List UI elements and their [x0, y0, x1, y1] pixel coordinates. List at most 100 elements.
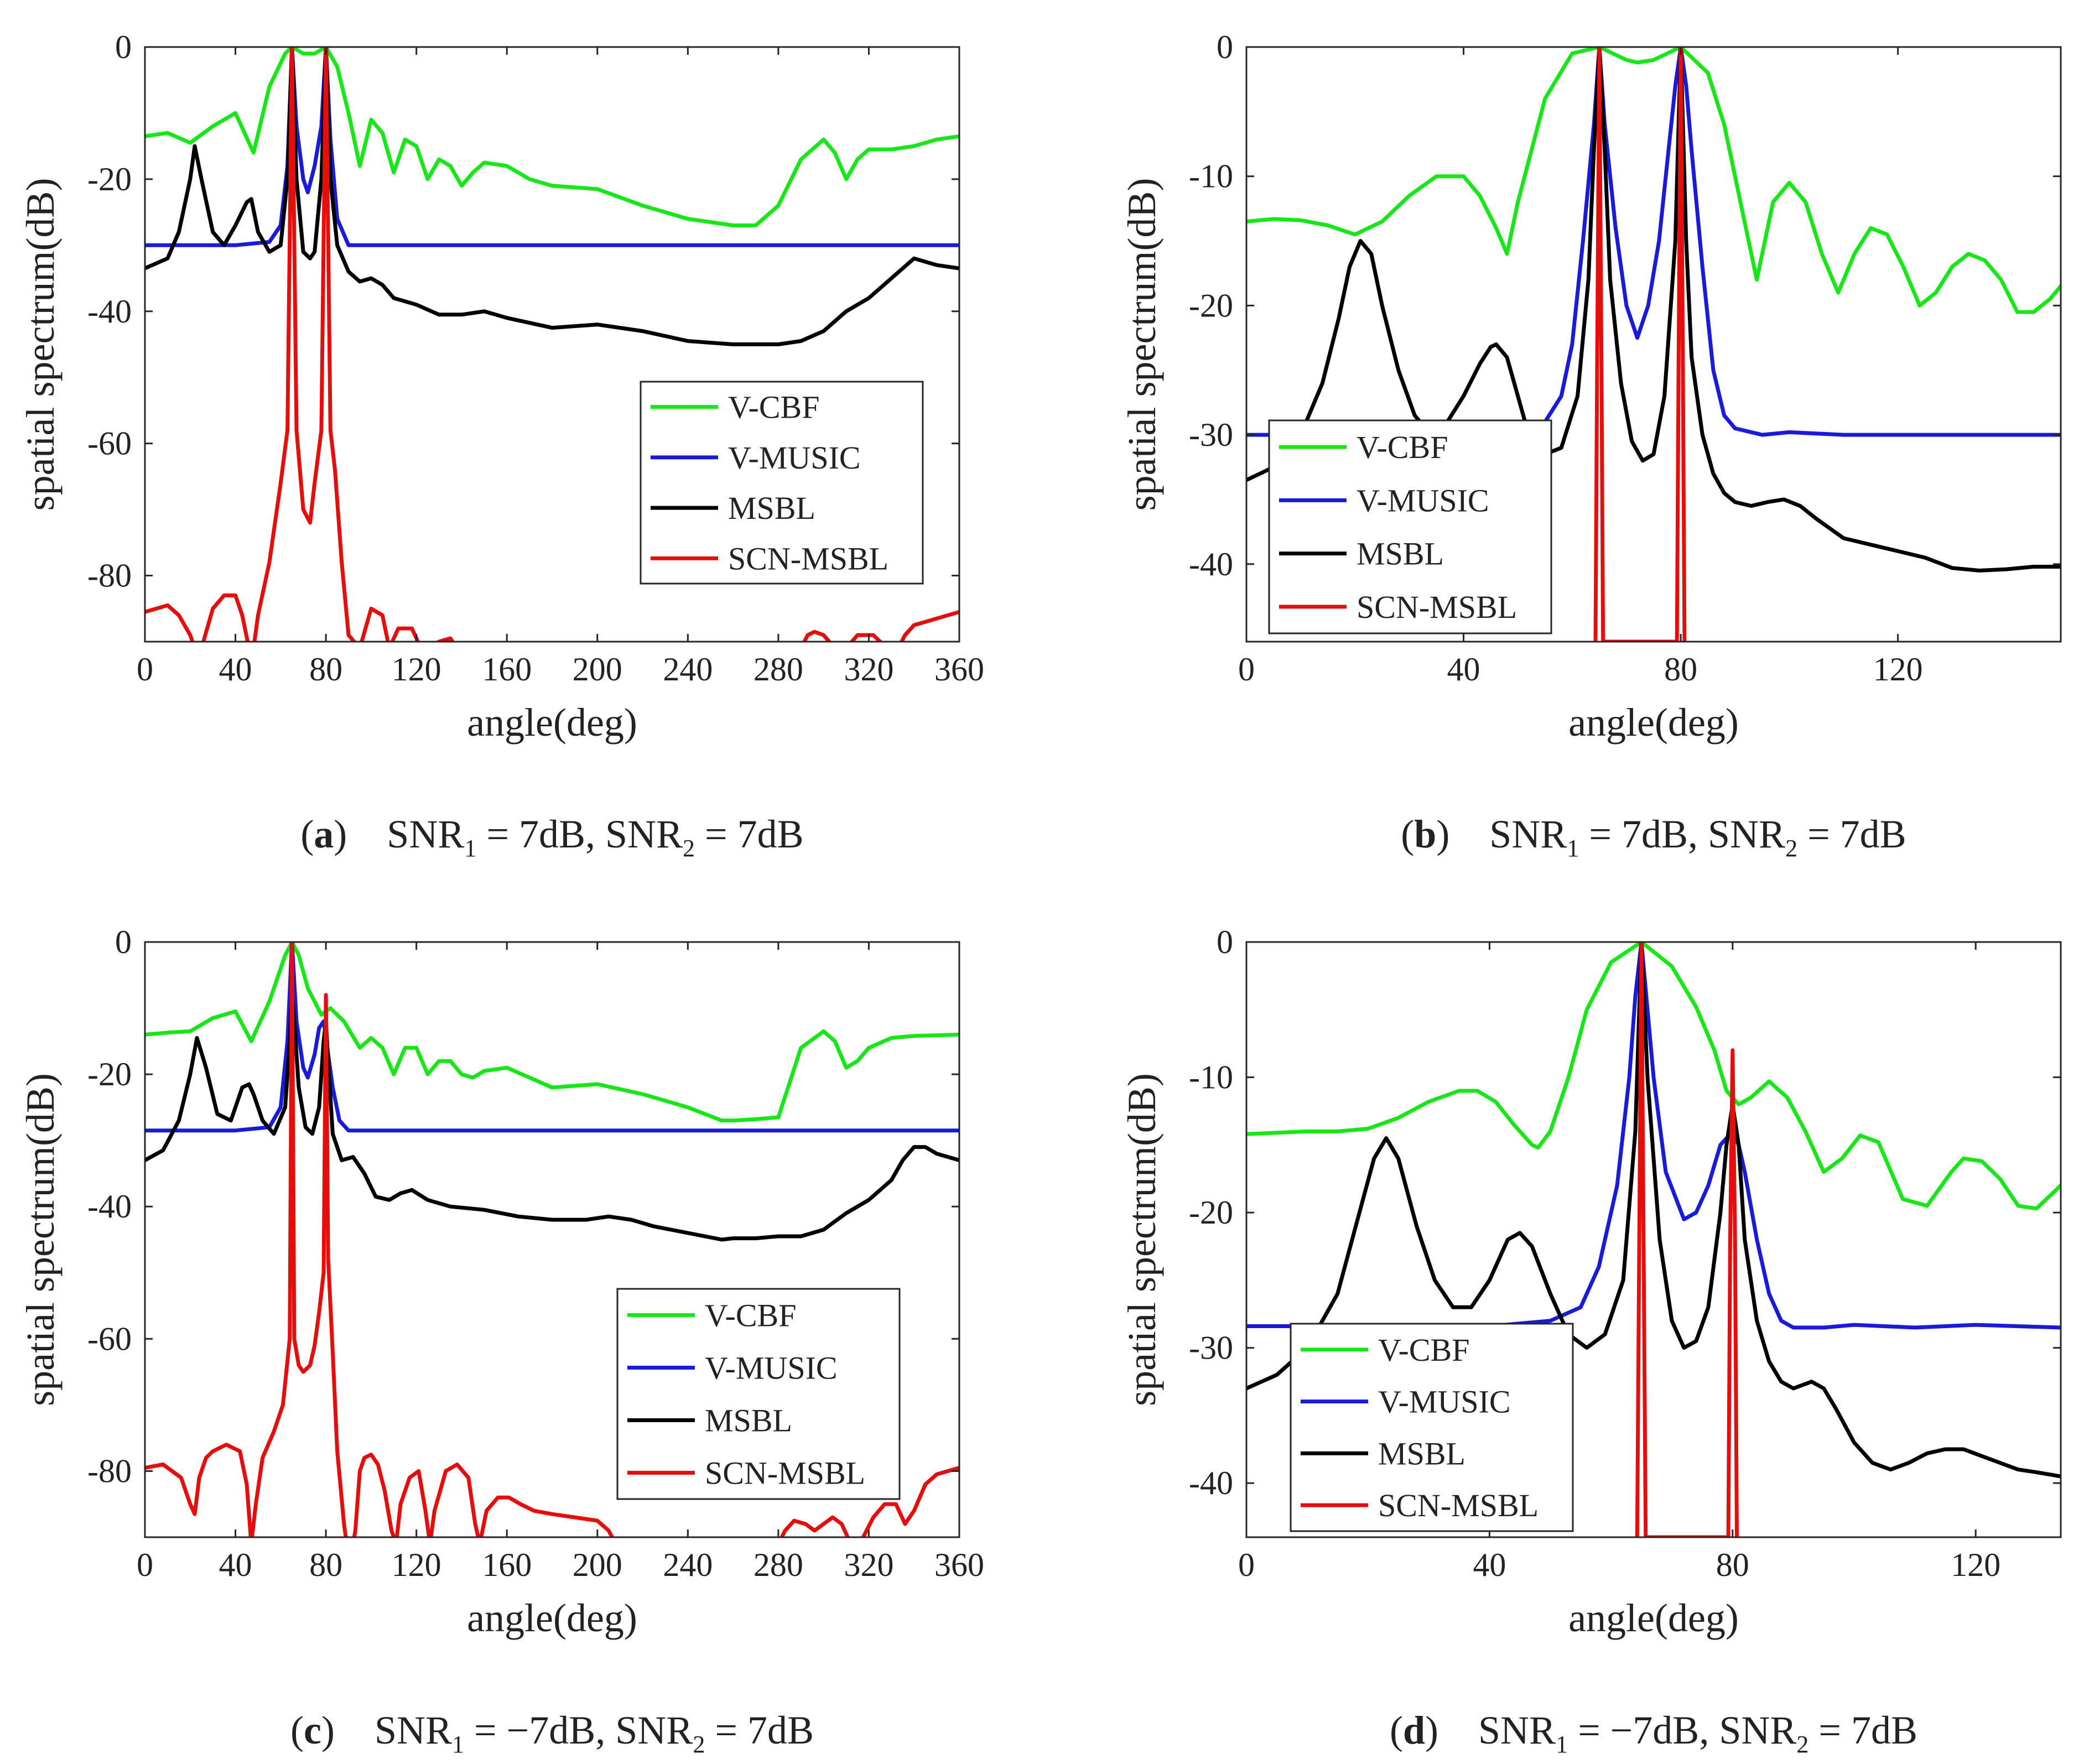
x-tick-label: 320: [844, 1547, 893, 1583]
y-tick-label: 0: [1217, 924, 1233, 960]
legend-label-msbl: MSBL: [1378, 1435, 1465, 1471]
x-tick-label: 320: [844, 651, 893, 688]
y-tick-label: -20: [87, 161, 132, 197]
chart-panel-a: 0 40 80 120 160 200 240 280 320 360 0 -20 -40 -60 -80 a…: [18, 29, 984, 862]
x-tick-label: 240: [663, 1547, 713, 1583]
y-tick-label: -80: [87, 1453, 132, 1489]
x-tick-label: 80: [309, 651, 342, 688]
x-tick-label: 360: [934, 1547, 984, 1583]
x-tick-label: 280: [753, 651, 803, 688]
legend: V-CBF V-MUSIC MSBL SCN-MSBL: [1268, 419, 1552, 634]
legend-label-v-cbf: V-CBF: [1357, 429, 1448, 465]
chart-panel-c: 0 40 80 120 160 200 240 280 320 360 0 -20 -40 -60 -80 a…: [18, 924, 984, 1758]
legend-label-scn-msbl: SCN-MSBL: [1357, 589, 1517, 625]
x-tick-label: 40: [219, 651, 252, 688]
series-line-msbl: [145, 47, 959, 346]
x-tick-label: 360: [934, 651, 984, 688]
legend-box: [616, 1288, 901, 1500]
x-tick-label: 280: [753, 1547, 803, 1583]
x-tick-label: 80: [309, 1547, 342, 1583]
axes-frame: [1245, 941, 2062, 1538]
series-line-msbl: [145, 993, 959, 1242]
series-group: [145, 47, 959, 642]
x-tick-label: 160: [482, 1547, 532, 1583]
legend-label-v-cbf: V-CBF: [728, 389, 820, 425]
series-group: [145, 942, 959, 1537]
y-tick-label: 0: [115, 924, 132, 960]
y-tick-label: 0: [115, 29, 132, 65]
legend-label-msbl: MSBL: [1357, 536, 1444, 572]
series-group: [1246, 942, 2061, 1537]
legend-box: [1290, 1323, 1574, 1532]
caption-snr2: 7dB: [1840, 812, 1906, 856]
y-tick-label: -20: [1189, 287, 1233, 324]
y-tick-label: -40: [1189, 546, 1233, 582]
axes-frame: [144, 941, 960, 1538]
x-tick-label: 0: [137, 651, 153, 688]
caption-snr1: 7dB: [1622, 812, 1688, 856]
x-axis-label: angle(deg): [467, 1596, 637, 1640]
y-tick-label: -60: [87, 425, 132, 462]
caption-snr1: 7dB: [519, 812, 585, 856]
series-line-v-cbf: [145, 942, 959, 1123]
legend-label-v-cbf: V-CBF: [1378, 1332, 1470, 1368]
series-line-scn-msbl: [1593, 47, 1687, 642]
legend-label-scn-msbl: SCN-MSBL: [705, 1455, 865, 1491]
y-axis-label: spatial spectrum(dB): [18, 178, 63, 511]
y-tick-label: -30: [1189, 1330, 1233, 1366]
series-line-v-music: [145, 942, 959, 1133]
x-tick-label: 120: [1873, 651, 1923, 688]
caption-snr2: 7dB: [747, 1708, 814, 1752]
x-tick-label: 0: [1238, 1547, 1255, 1583]
axes-frame: [1245, 46, 2062, 643]
x-tick-label: 120: [392, 651, 441, 688]
caption-letter: b: [1414, 812, 1436, 856]
series-line-v-cbf: [145, 47, 959, 227]
x-axis-label: angle(deg): [1568, 700, 1739, 745]
legend: V-CBF V-MUSIC MSBL SCN-MSBL: [1290, 1323, 1574, 1532]
series-line-scn-msbl: [1635, 942, 1739, 1537]
legend-box: [640, 381, 924, 585]
legend-label-v-music: V-MUSIC: [705, 1350, 838, 1386]
y-tick-label: -20: [87, 1056, 132, 1092]
x-tick-label: 200: [573, 651, 622, 688]
x-tick-label: 80: [1716, 1547, 1749, 1583]
series-line-v-cbf: [1246, 942, 2061, 1211]
legend-label-v-music: V-MUSIC: [1357, 482, 1489, 518]
y-tick-label: -30: [1189, 417, 1233, 453]
legend: V-CBF V-MUSIC MSBL SCN-MSBL: [616, 1288, 901, 1500]
series-line-v-music: [1246, 942, 2061, 1330]
y-tick-label: -10: [1189, 158, 1233, 195]
y-axis-label: spatial spectrum(dB): [18, 1073, 63, 1406]
caption: (d) SNR1 = −7dB, SNR2 = 7dB: [1390, 1708, 1917, 1758]
x-tick-label: 120: [1951, 1547, 2000, 1583]
x-tick-label: 40: [1447, 651, 1480, 688]
caption-snr1: −7dB: [507, 1708, 596, 1752]
x-axis-label: angle(deg): [467, 700, 637, 745]
chart-panel-b: 0 40 80 120 0 -10 -20 -30 -40 angle(deg) spatial s…: [1120, 29, 2062, 862]
series-line-msbl: [1246, 942, 2061, 1479]
legend-label-v-cbf: V-CBF: [705, 1298, 797, 1334]
y-tick-label: -40: [87, 293, 132, 330]
legend: V-CBF V-MUSIC MSBL SCN-MSBL: [640, 381, 924, 585]
series-line-scn-msbl: [145, 942, 959, 1537]
x-tick-label: 0: [137, 1547, 153, 1583]
y-tick-label: -80: [87, 558, 132, 594]
x-tick-label: 40: [219, 1547, 252, 1583]
series-line-v-cbf: [1246, 47, 2061, 314]
y-axis-label: spatial spectrum(dB): [1120, 1073, 1164, 1406]
caption: (a) SNR1 = 7dB, SNR2 = 7dB: [300, 812, 803, 862]
x-tick-label: 0: [1238, 651, 1255, 688]
legend-label-v-music: V-MUSIC: [728, 440, 861, 476]
caption-letter: c: [304, 1708, 321, 1752]
y-tick-label: -40: [87, 1188, 132, 1225]
y-tick-label: 0: [1217, 29, 1233, 65]
y-tick-label: -20: [1189, 1194, 1233, 1231]
legend-label-msbl: MSBL: [728, 490, 815, 526]
legend-box: [1268, 419, 1552, 634]
x-tick-label: 80: [1664, 651, 1697, 688]
x-tick-label: 240: [663, 651, 713, 688]
caption-snr1: −7dB: [1610, 1708, 1700, 1752]
caption: (c) SNR1 = −7dB, SNR2 = 7dB: [290, 1708, 814, 1758]
x-tick-label: 120: [392, 1547, 441, 1583]
